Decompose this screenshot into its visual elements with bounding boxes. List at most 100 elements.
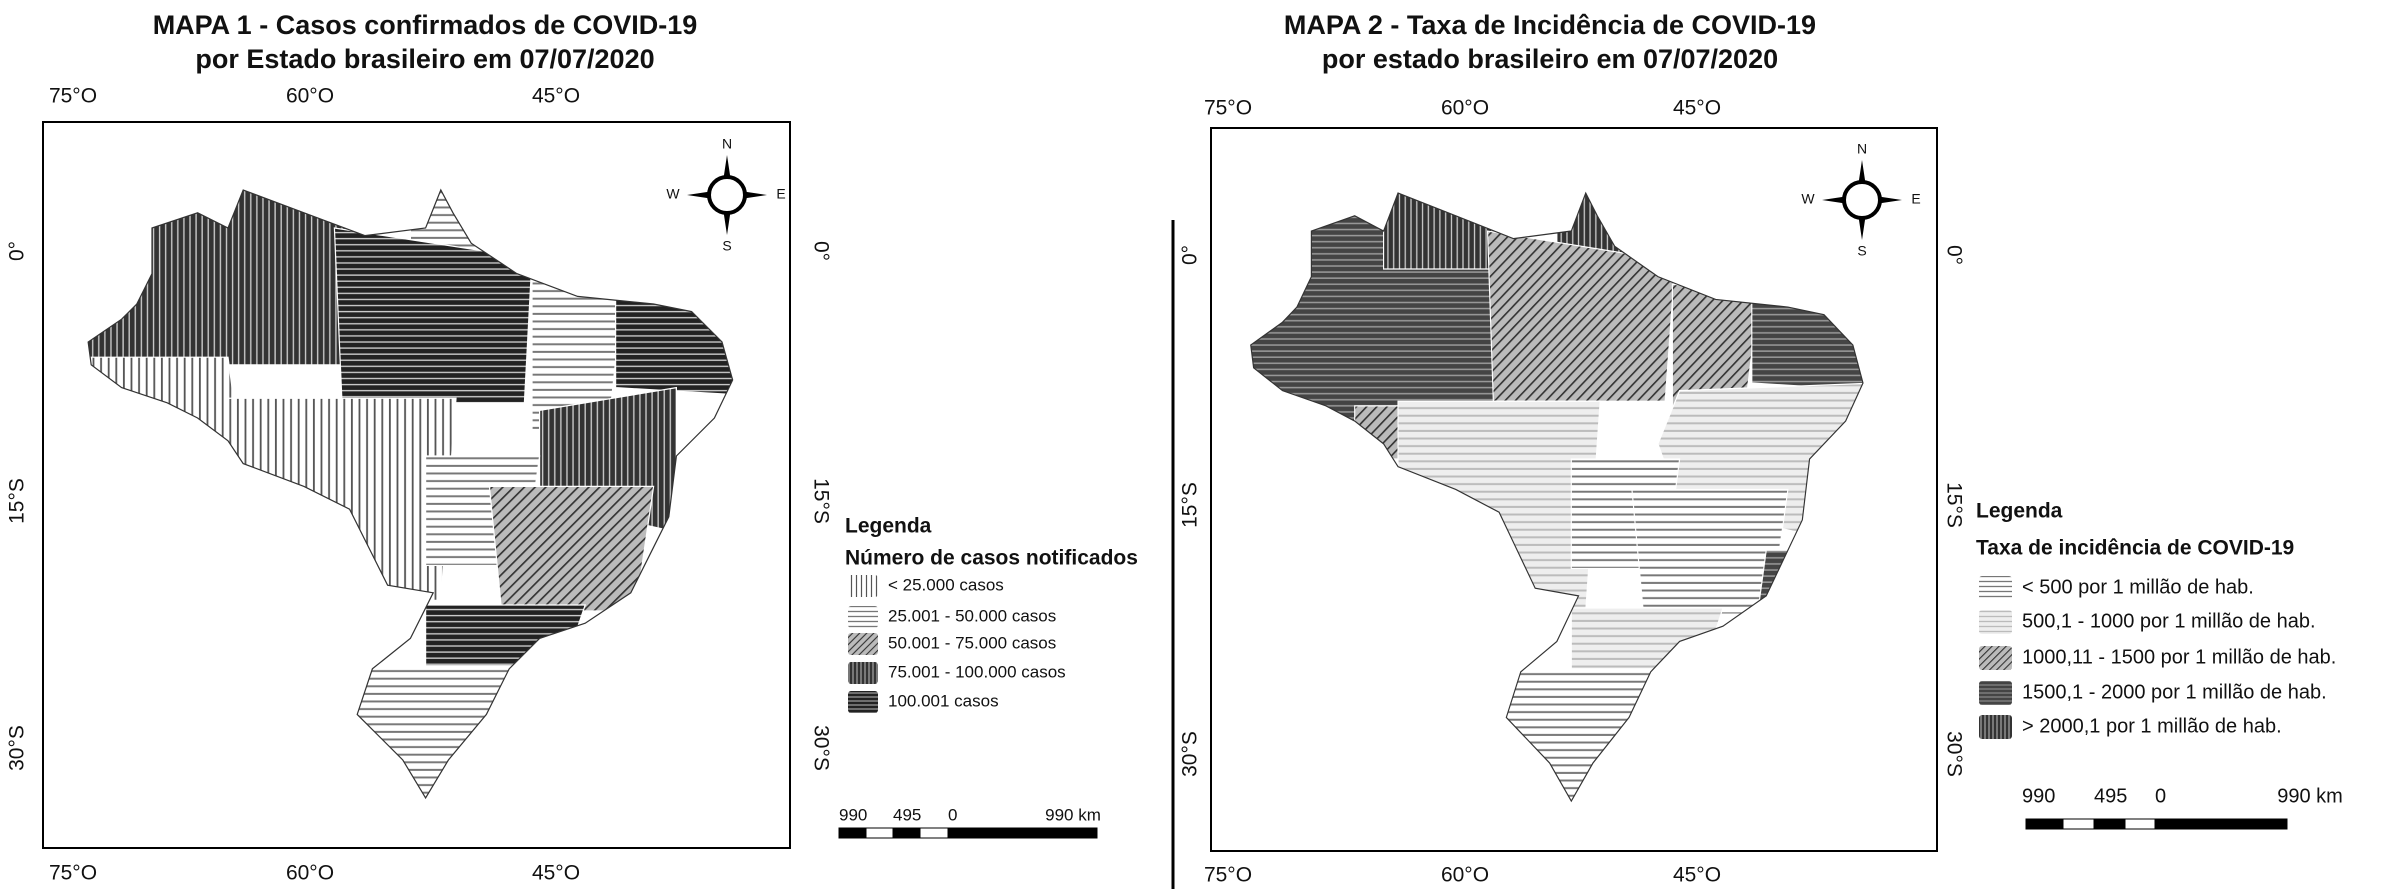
legend-swatch — [1979, 646, 2012, 670]
compass-ring — [1842, 180, 1882, 220]
legend-swatch — [848, 575, 878, 597]
lon-label: 60°O — [1441, 864, 1489, 887]
map-title: por Estado brasileiro em 07/07/2020 — [195, 44, 654, 74]
region — [341, 665, 526, 798]
compass-s: S — [722, 238, 731, 254]
compass-e: E — [776, 186, 785, 202]
legend-swatch — [1979, 681, 2012, 705]
scale-segment — [2124, 818, 2156, 830]
scale-segment — [892, 827, 921, 839]
region — [227, 397, 457, 602]
region — [1758, 549, 1804, 605]
scale-segment — [947, 827, 1098, 839]
lat-label: 15°S — [1942, 482, 1965, 528]
legend-item: 25.001 - 50.000 casos — [888, 606, 1056, 625]
legend-item: 1000,11 - 1500 por 1 millão de hab. — [2022, 646, 2336, 668]
region — [1397, 400, 1601, 612]
region — [1250, 193, 1515, 430]
region — [88, 189, 366, 366]
scale-segment — [919, 827, 949, 839]
scale-segment — [2154, 818, 2288, 830]
legend-item: 50.001 - 75.000 casos — [888, 633, 1056, 652]
legend-item: > 2000,1 por 1 millão de hab. — [2022, 715, 2282, 737]
legend-subtitle: Taxa de incidência de COVID-19 — [1976, 537, 2294, 560]
lat-label: 0° — [1179, 245, 1202, 265]
compass-w: W — [666, 186, 680, 202]
scale-segment — [838, 827, 867, 839]
region — [88, 356, 244, 472]
lat-label: 0° — [6, 241, 29, 261]
scale-label: 990 — [839, 805, 867, 824]
lat-label: 30°S — [6, 725, 29, 771]
region — [1570, 607, 1724, 676]
region — [333, 227, 533, 404]
lon-label: 60°O — [286, 85, 334, 108]
scale-label: 0 — [2155, 785, 2166, 807]
legend-item: 100.001 casos — [888, 691, 999, 710]
scale-label: 495 — [893, 805, 921, 824]
scale-segment — [865, 827, 894, 839]
legend-swatch — [1979, 610, 2012, 634]
lon-label: 45°O — [532, 85, 580, 108]
legend-title: Legenda — [1976, 500, 2063, 523]
scale-segment — [2025, 818, 2064, 830]
region — [1751, 298, 1863, 392]
lat-label: 15°S — [6, 478, 29, 524]
lat-label: 30°S — [1942, 731, 1965, 777]
legend-swatch — [848, 633, 878, 655]
legend-subtitle: Número de casos notificados — [845, 547, 1138, 570]
legend-swatch — [848, 691, 878, 713]
region — [1491, 668, 1667, 802]
compass-w: W — [1801, 191, 1815, 207]
map-title: MAPA 1 - Casos confirmados de COVID-19 — [153, 10, 698, 40]
scale-label: 990 — [2022, 785, 2055, 807]
lon-label: 75°O — [1204, 864, 1252, 887]
region — [424, 604, 587, 673]
lon-label: 75°O — [49, 862, 97, 885]
legend-item: < 25.000 casos — [888, 575, 1004, 594]
scale-segment — [2062, 818, 2095, 830]
legend-title: Legenda — [845, 515, 932, 538]
region — [614, 295, 733, 396]
lon-label: 45°O — [1673, 97, 1721, 120]
map-frame — [42, 121, 791, 849]
lon-label: 60°O — [1441, 97, 1489, 120]
compass-ring — [707, 175, 747, 215]
map-2-brazil — [1249, 192, 1864, 802]
region — [1486, 230, 1676, 402]
lon-label: 60°O — [286, 862, 334, 885]
compass-e: E — [1911, 191, 1920, 207]
lon-label: 45°O — [1673, 864, 1721, 887]
map-title: por estado brasileiro em 07/07/2020 — [1322, 44, 1778, 74]
lat-label: 15°S — [1179, 482, 1202, 528]
scale-segment — [2093, 818, 2126, 830]
lat-label: 30°S — [1179, 731, 1202, 777]
legend-swatch — [848, 662, 878, 684]
lat-label: 0° — [809, 241, 832, 261]
scale-label: 990 km — [2277, 785, 2343, 807]
lon-label: 45°O — [532, 862, 580, 885]
scale-label: 990 km — [1045, 805, 1101, 824]
lat-label: 0° — [1942, 245, 1965, 265]
legend-swatch — [848, 606, 878, 628]
lat-label: 15°S — [809, 478, 832, 524]
legend-swatch — [1979, 576, 2012, 600]
compass-s: S — [1857, 243, 1866, 259]
legend-item: 75.001 - 100.000 casos — [888, 662, 1066, 681]
map-frame — [1210, 127, 1938, 852]
compass-n: N — [722, 136, 732, 152]
legend-item: 1500,1 - 2000 por 1 millão de hab. — [2022, 681, 2327, 703]
compass-n: N — [1857, 141, 1867, 157]
scale-label: 0 — [948, 805, 957, 824]
map-title: MAPA 2 - Taxa de Incidência de COVID-19 — [1284, 10, 1816, 40]
lon-label: 75°O — [1204, 97, 1252, 120]
legend-item: < 500 por 1 millão de hab. — [2022, 576, 2254, 598]
lon-label: 75°O — [49, 85, 97, 108]
scale-label: 495 — [2094, 785, 2127, 807]
map-1-brazil — [87, 189, 734, 799]
legend-item: 500,1 - 1000 por 1 millão de hab. — [2022, 610, 2316, 632]
region — [488, 485, 655, 612]
legend-swatch — [1979, 715, 2012, 739]
lat-label: 30°S — [809, 725, 832, 771]
